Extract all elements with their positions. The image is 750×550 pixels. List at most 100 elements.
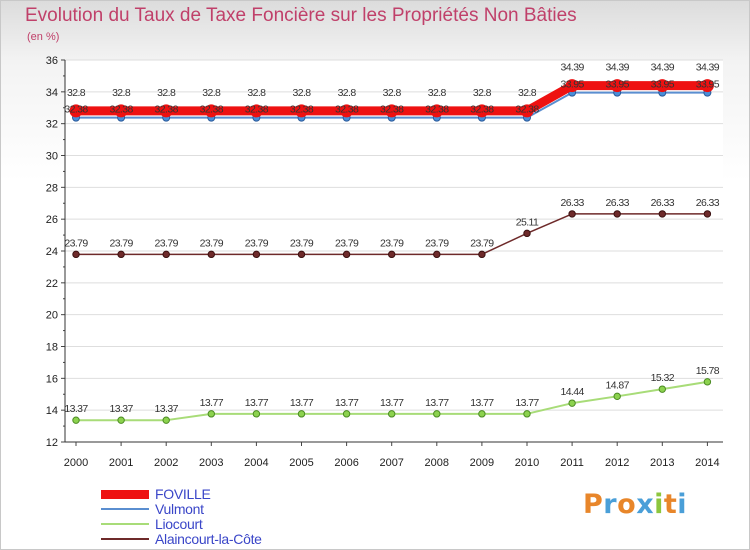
point-liocourt-2014 [703,378,712,386]
point-foville-2000 [69,104,83,118]
chart-unit-label: (en %) [27,31,60,43]
data-label-vulmont-2002: 32.38 [155,104,179,116]
point-liocourt-2005 [297,410,306,418]
point-liocourt-2001 [117,416,125,424]
data-label-foville-2007: 32.8 [383,87,402,99]
point-alaincourt-2004 [252,250,261,259]
data-label-liocourt-2010: 13.77 [515,397,539,409]
logo-letter: i [654,489,664,520]
data-label-liocourt-2001: 13.37 [109,403,133,415]
logo-letter: x [636,489,655,520]
data-label-liocourt-2000: 13.37 [64,403,88,415]
data-label-foville-2012: 34.39 [606,62,630,74]
x-tick-label-2013: 2013 [650,457,674,469]
data-label-vulmont-2012: 33.95 [606,79,630,91]
data-label-vulmont-2005: 32.38 [290,104,314,116]
data-label-alaincourt-la-c-te-2000: 23.79 [64,237,88,249]
legend-label-liocourt: Liocourt [155,516,203,532]
point-foville-2006 [340,104,354,118]
data-label-alaincourt-la-c-te-2003: 23.79 [200,237,224,249]
data-label-foville-2011: 34.39 [560,62,584,74]
point-foville-2010 [520,104,534,118]
point-foville-2008 [430,104,444,118]
logo-letter: o [617,489,637,520]
x-tick-label-2011: 2011 [560,457,584,469]
data-label-vulmont-2003: 32.38 [200,104,224,116]
data-label-alaincourt-la-c-te-2002: 23.79 [155,237,179,249]
data-label-foville-2000: 32.8 [67,87,86,99]
data-label-alaincourt-la-c-te-2007: 23.79 [380,237,404,249]
x-tick-label-2007: 2007 [379,457,403,469]
point-alaincourt-2012 [613,210,621,218]
point-alaincourt-2005 [297,250,306,259]
x-tick-label-2002: 2002 [154,457,178,469]
legend: FOVILLE Vulmont Liocourt Alaincourt-la-C… [101,486,321,547]
point-foville-2001 [114,104,128,118]
y-tick-label-32: 32 [46,119,58,131]
legend-swatch-alaincourt [101,538,149,540]
x-tick-label-2014: 2014 [695,457,719,469]
data-label-liocourt-2005: 13.77 [290,397,314,409]
data-label-liocourt-2009: 13.77 [470,397,494,409]
point-foville-2014 [700,79,714,93]
data-label-vulmont-2011: 33.95 [560,79,584,91]
data-label-alaincourt-la-c-te-2010: 25.11 [516,216,539,228]
point-foville-2011 [565,79,579,93]
legend-item-liocourt[interactable]: Liocourt [101,516,321,532]
data-label-vulmont-2008: 32.38 [425,104,449,116]
data-label-alaincourt-la-c-te-2006: 23.79 [335,237,359,249]
y-tick-label-28: 28 [46,182,58,194]
data-label-liocourt-2007: 13.77 [380,397,404,409]
point-liocourt-2011 [568,399,576,407]
data-label-alaincourt-la-c-te-2009: 23.79 [470,237,494,249]
data-label-foville-2001: 32.8 [112,87,131,99]
data-label-liocourt-2013: 15.32 [651,372,675,384]
data-label-vulmont-2000: 32.38 [64,104,88,116]
data-label-liocourt-2008: 13.77 [425,397,449,409]
y-tick-label-12: 12 [46,437,58,449]
data-label-vulmont-2010: 32.38 [515,104,539,116]
point-foville-2005 [295,104,308,118]
data-label-alaincourt-la-c-te-2001: 23.79 [109,237,133,249]
y-tick-label-36: 36 [46,55,58,67]
series-layer [69,79,714,424]
legend-swatch-liocourt [101,523,149,525]
data-label-liocourt-2002: 13.37 [155,403,179,415]
x-tick-label-2010: 2010 [515,457,539,469]
point-alaincourt-2002 [162,250,170,259]
point-foville-2002 [159,104,173,118]
point-foville-2013 [655,79,669,93]
data-label-alaincourt-la-c-te-2011: 26.33 [560,197,584,209]
data-label-liocourt-2014: 15.78 [696,365,720,377]
grid-layer [65,59,723,443]
legend-item-vulmont[interactable]: Vulmont [101,501,321,517]
point-liocourt-2010 [523,410,531,418]
chart-title: Evolution du Taux de Taxe Foncière sur l… [25,5,577,26]
point-alaincourt-2006 [342,250,351,259]
data-label-foville-2014: 34.39 [696,62,720,74]
data-label-liocourt-2012: 14.87 [606,379,630,391]
point-alaincourt-2000 [72,250,80,259]
point-foville-2007 [385,104,399,118]
x-tick-label-2012: 2012 [605,457,629,469]
x-tick-label-2000: 2000 [64,457,88,469]
point-liocourt-2000 [72,416,80,424]
data-label-foville-2009: 32.8 [473,87,492,99]
legend-item-foville[interactable]: FOVILLE [101,486,321,502]
data-label-alaincourt-la-c-te-2008: 23.79 [425,237,449,249]
x-tick-label-2001: 2001 [109,457,133,469]
data-label-liocourt-2006: 13.77 [335,397,359,409]
point-liocourt-2007 [388,410,396,418]
x-tick-label-2005: 2005 [289,457,313,469]
data-label-foville-2006: 32.8 [338,87,357,99]
data-label-alaincourt-la-c-te-2004: 23.79 [245,237,269,249]
legend-swatch-vulmont [101,508,149,510]
legend-label-alaincourt: Alaincourt-la-Côte [155,531,262,547]
legend-item-alaincourt[interactable]: Alaincourt-la-Côte [101,531,321,547]
point-liocourt-2012 [613,392,621,401]
data-label-alaincourt-la-c-te-2014: 26.33 [696,197,720,209]
data-label-vulmont-2014: 33.95 [696,79,720,91]
logo-letter: r [603,489,618,520]
point-foville-2009 [475,104,489,118]
x-tick-label-2004: 2004 [244,457,268,469]
